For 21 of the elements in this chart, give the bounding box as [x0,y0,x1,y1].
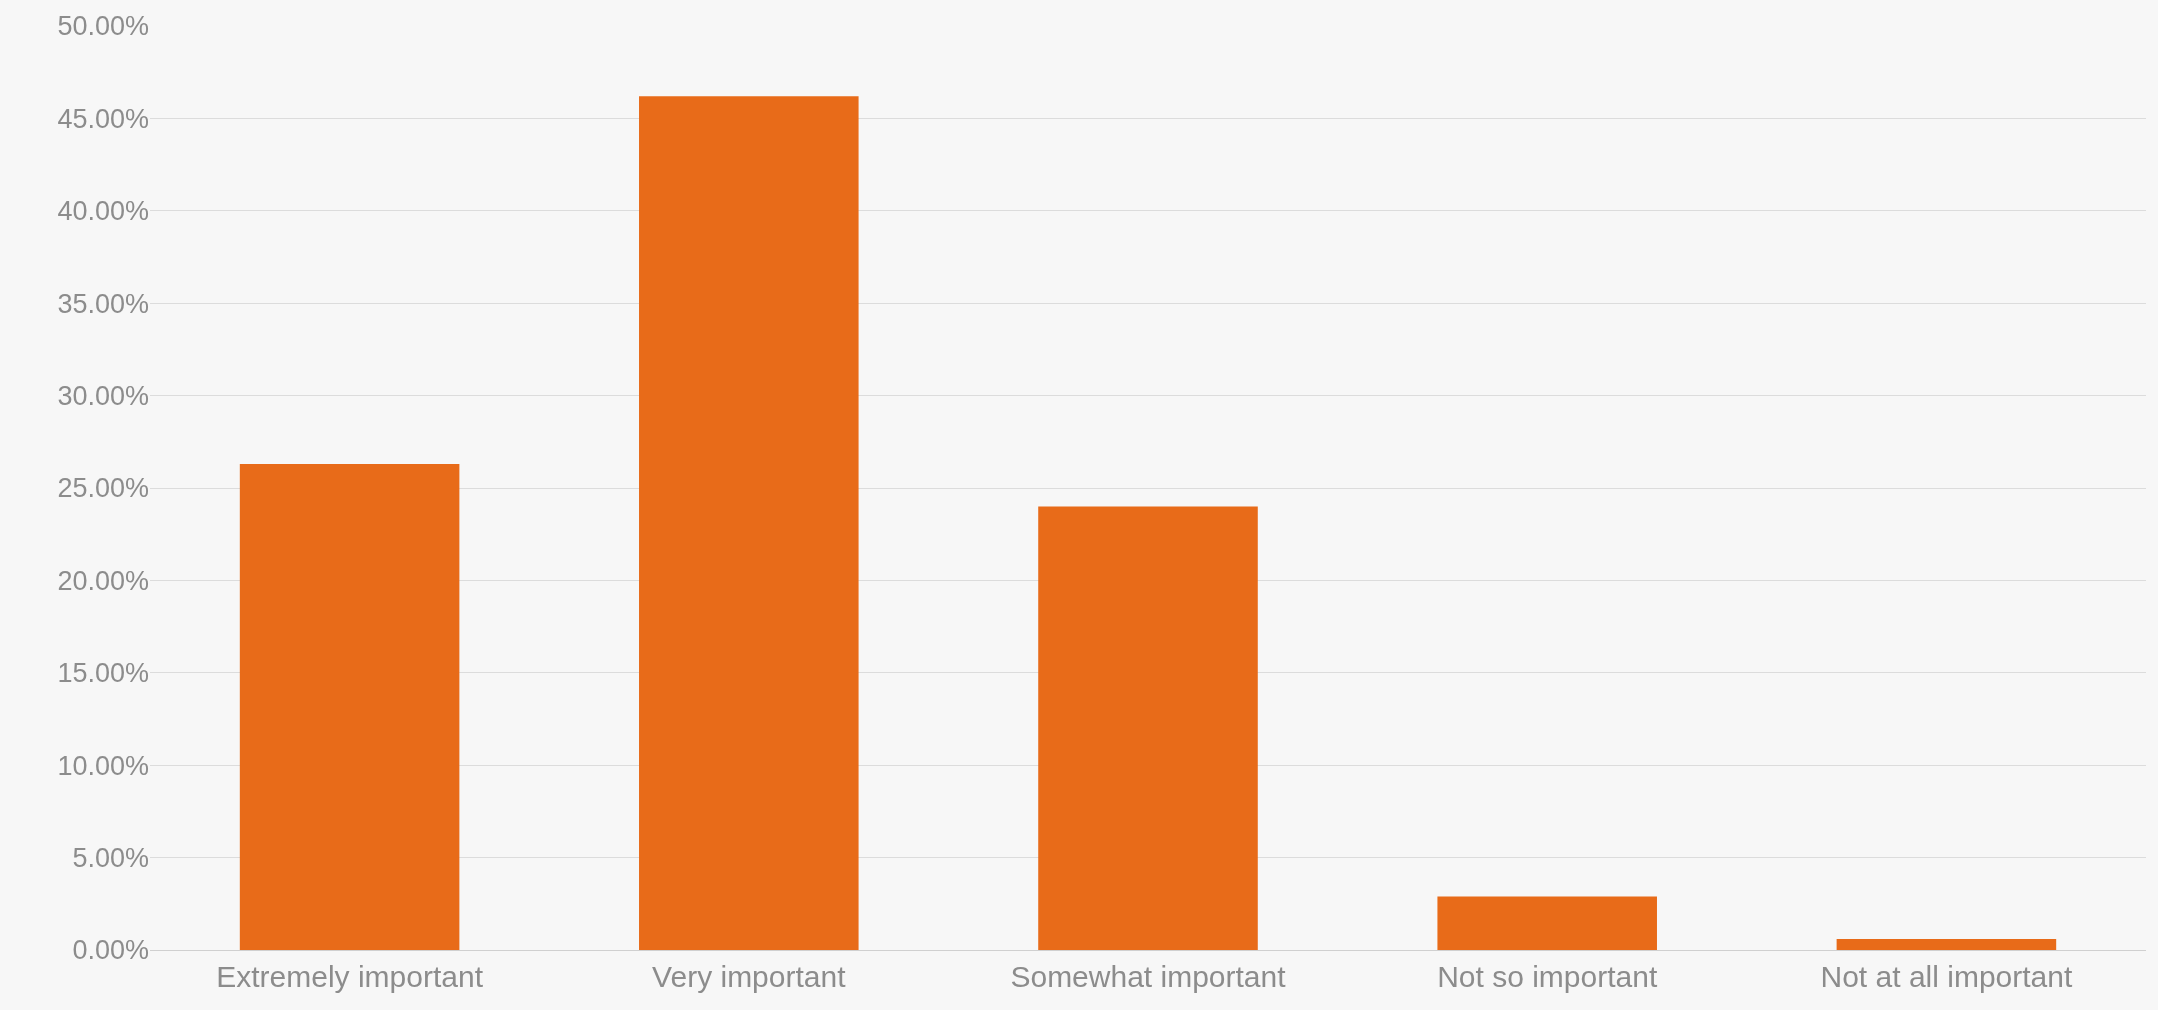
x-tick-label: Somewhat important [1010,960,1287,993]
y-tick-label: 25.00% [57,473,149,504]
y-tick-label: 45.00% [57,103,149,134]
y-tick-label: 50.00% [57,11,149,42]
bar [239,463,460,950]
y-tick-label: 0.00% [72,935,149,966]
y-tick-label: 35.00% [57,288,149,319]
bar [1038,506,1258,950]
x-tick-label: Not so important [1437,960,1658,993]
bar [1437,896,1657,950]
y-tick-label: 20.00% [57,565,149,596]
y-tick-label: 15.00% [57,658,149,689]
y-tick-label: 40.00% [57,196,149,227]
x-tick-label: Extremely important [216,960,484,993]
y-tick-label: 30.00% [57,381,149,412]
x-tick-label: Very important [652,960,847,993]
y-tick-label: 10.00% [57,750,149,781]
x-tick-label: Not at all important [1820,960,2073,993]
bar [1836,938,2057,950]
y-tick-label: 5.00% [72,843,149,874]
bar [639,96,859,950]
